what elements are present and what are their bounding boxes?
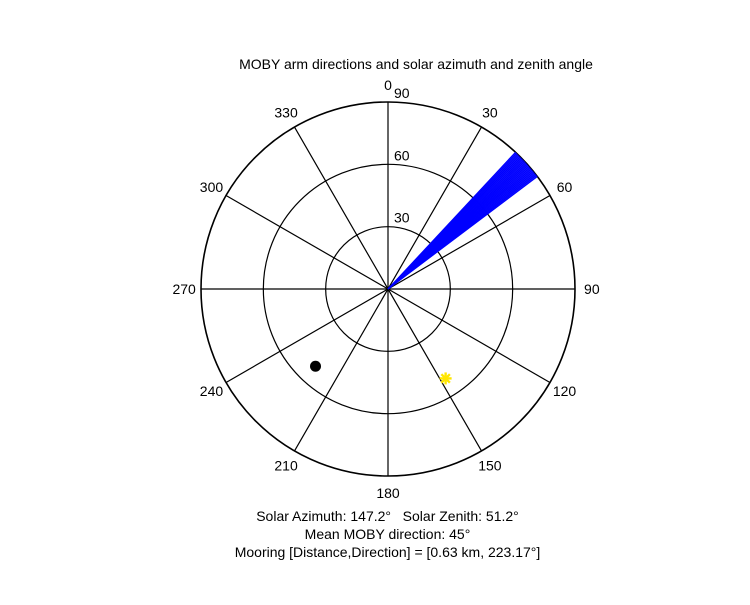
sun-marker-stroke	[440, 373, 451, 384]
angle-tick-150: 150	[478, 458, 502, 474]
angle-tick-270: 270	[172, 281, 196, 297]
angle-tick-90: 90	[584, 281, 600, 297]
angle-tick-60: 60	[557, 179, 573, 195]
mooring-marker	[310, 360, 322, 372]
arm-direction-wedge	[387, 151, 538, 290]
mooring-caption: Mooring [Distance,Direction] = [0.63 km,…	[234, 544, 541, 560]
data-marks	[310, 151, 538, 385]
angle-tick-240: 240	[200, 383, 224, 399]
mean-direction-caption: Mean MOBY direction: 45°	[304, 526, 471, 542]
solar-caption: Solar Azimuth: 147.2° Solar Zenith: 51.2…	[256, 508, 519, 524]
angle-tick-180: 180	[376, 485, 400, 501]
angle-tick-300: 300	[200, 179, 224, 195]
sun-marker	[439, 372, 452, 385]
arm-direction-fill	[388, 152, 538, 289]
angle-tick-210: 210	[274, 458, 298, 474]
chart-title: MOBY arm directions and solar azimuth an…	[239, 56, 593, 72]
angle-tick-0: 0	[384, 77, 392, 93]
angle-tick-30: 30	[482, 104, 498, 120]
radius-tick-90: 90	[394, 85, 410, 101]
axis-labels: 0 30 60 90 120 150 180 210 240 270 300 330 30 60 90	[172, 77, 599, 501]
angle-tick-330: 330	[274, 104, 298, 120]
radius-tick-60: 60	[394, 147, 410, 163]
radius-tick-30: 30	[394, 210, 410, 226]
angle-tick-120: 120	[553, 383, 577, 399]
